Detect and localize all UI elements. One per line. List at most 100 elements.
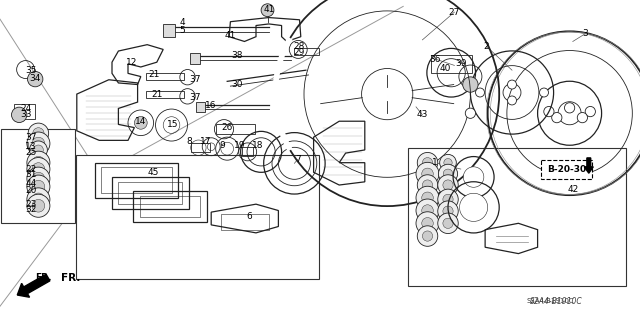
Text: 43: 43 <box>417 110 428 119</box>
Circle shape <box>443 194 453 204</box>
Circle shape <box>12 107 27 122</box>
Text: 28: 28 <box>294 42 305 51</box>
Circle shape <box>32 180 45 193</box>
Text: 44: 44 <box>25 179 36 188</box>
Text: 42: 42 <box>567 185 579 194</box>
Bar <box>146 91 184 98</box>
Text: 27: 27 <box>449 8 460 17</box>
Text: 37: 37 <box>189 75 201 84</box>
Circle shape <box>476 88 484 97</box>
Circle shape <box>463 167 484 187</box>
Circle shape <box>460 193 488 221</box>
Text: 39: 39 <box>455 59 467 68</box>
Text: 4: 4 <box>180 19 185 27</box>
Text: 41: 41 <box>225 31 236 40</box>
Text: FR.: FR. <box>61 272 80 283</box>
Text: 45: 45 <box>148 168 159 177</box>
Text: 14: 14 <box>135 117 147 126</box>
Bar <box>216 124 255 134</box>
Circle shape <box>422 158 433 168</box>
Bar <box>294 48 319 55</box>
Circle shape <box>444 159 452 167</box>
Circle shape <box>417 226 438 246</box>
Circle shape <box>32 156 45 169</box>
Bar <box>118 182 182 204</box>
Circle shape <box>27 194 50 217</box>
Bar <box>196 102 205 112</box>
Circle shape <box>422 218 433 229</box>
FancyArrow shape <box>584 158 593 173</box>
Circle shape <box>27 151 50 174</box>
Circle shape <box>416 162 439 185</box>
Text: S2A4-B1910C: S2A4-B1910C <box>531 297 583 306</box>
Text: FR.: FR. <box>35 273 52 282</box>
Text: 23: 23 <box>25 200 36 209</box>
Circle shape <box>422 168 433 180</box>
Text: 29: 29 <box>294 48 305 57</box>
Circle shape <box>33 128 44 139</box>
Circle shape <box>438 213 458 234</box>
Circle shape <box>463 77 478 92</box>
Circle shape <box>32 199 45 212</box>
Text: 37: 37 <box>25 133 36 142</box>
Text: 21: 21 <box>148 70 159 79</box>
Circle shape <box>540 88 548 97</box>
Text: S2A4-B1910C: S2A4-B1910C <box>527 299 574 304</box>
Text: 35: 35 <box>25 66 36 75</box>
Bar <box>408 148 626 286</box>
Text: 33: 33 <box>20 110 31 119</box>
Circle shape <box>438 164 458 183</box>
Circle shape <box>438 189 458 210</box>
Text: 13: 13 <box>25 142 36 151</box>
Circle shape <box>422 205 433 216</box>
Text: 34: 34 <box>29 74 41 83</box>
Bar <box>95 163 178 198</box>
Bar <box>112 177 189 209</box>
Text: 2: 2 <box>484 42 489 51</box>
Circle shape <box>33 145 44 155</box>
Circle shape <box>443 180 453 190</box>
Circle shape <box>564 103 575 113</box>
Circle shape <box>577 113 588 123</box>
Circle shape <box>416 186 439 209</box>
Circle shape <box>508 96 516 105</box>
Bar <box>133 191 207 222</box>
Text: 19: 19 <box>234 141 246 150</box>
Circle shape <box>585 107 595 117</box>
FancyArrow shape <box>17 274 50 297</box>
Bar <box>1 129 75 223</box>
Bar <box>163 24 175 37</box>
Circle shape <box>422 231 433 241</box>
Circle shape <box>28 123 49 144</box>
Text: 18: 18 <box>252 141 264 150</box>
Bar <box>76 155 319 279</box>
Circle shape <box>27 158 50 181</box>
Text: B-20-30: B-20-30 <box>547 165 586 174</box>
Text: 41: 41 <box>263 5 275 14</box>
Text: 25: 25 <box>25 148 36 157</box>
Text: 5: 5 <box>180 26 185 35</box>
Circle shape <box>422 180 433 190</box>
Text: 26: 26 <box>221 123 233 132</box>
Circle shape <box>29 141 47 159</box>
Circle shape <box>32 163 45 175</box>
Circle shape <box>443 218 453 228</box>
Text: 17: 17 <box>200 137 212 146</box>
Circle shape <box>438 175 458 195</box>
Circle shape <box>544 107 554 117</box>
Bar <box>190 53 200 64</box>
Text: 22: 22 <box>25 165 36 174</box>
Circle shape <box>32 172 45 185</box>
Circle shape <box>443 169 453 179</box>
Circle shape <box>32 137 45 150</box>
Circle shape <box>508 80 516 89</box>
Circle shape <box>416 212 439 235</box>
Circle shape <box>28 71 43 87</box>
Text: 24: 24 <box>20 104 31 113</box>
Text: 1: 1 <box>433 158 438 167</box>
Text: 16: 16 <box>205 101 217 110</box>
Text: 8: 8 <box>186 137 191 146</box>
Circle shape <box>438 201 458 221</box>
Circle shape <box>27 175 50 198</box>
Bar <box>191 143 210 152</box>
